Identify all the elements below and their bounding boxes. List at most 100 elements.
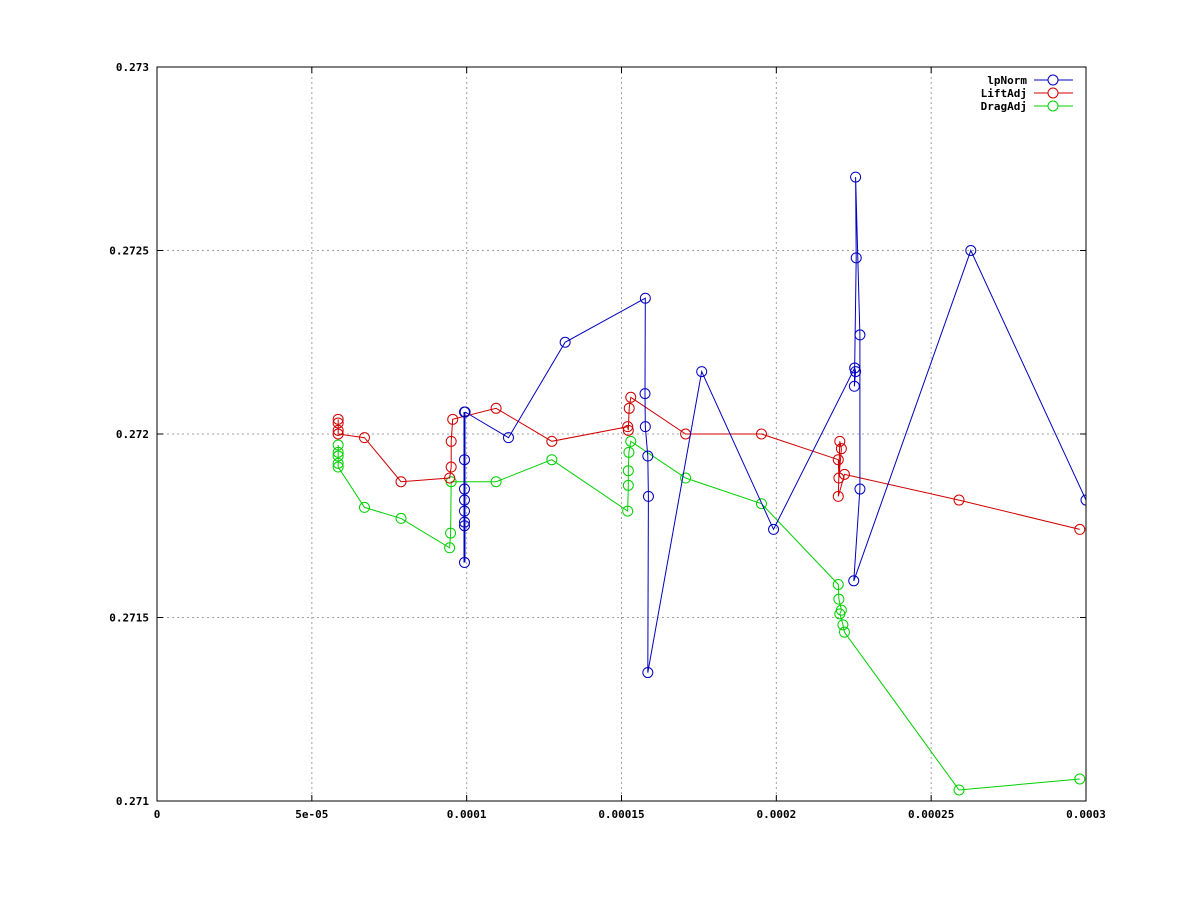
series-liftadj-point xyxy=(622,421,634,433)
series-lpnorm-point xyxy=(459,406,471,418)
tick-marks xyxy=(156,66,1087,802)
series-lpnorm-point xyxy=(642,450,654,462)
series-lpnorm-point xyxy=(502,432,514,444)
y-tick-label: 0.273 xyxy=(116,61,149,74)
series-lpnorm-point xyxy=(458,494,470,506)
legend-label-liftadj: LiftAdj xyxy=(981,87,1027,100)
series-dragadj-point xyxy=(332,439,344,451)
series-lpnorm-point xyxy=(458,505,470,517)
x-tick-label: 0.0003 xyxy=(1066,808,1106,821)
series-liftadj-point xyxy=(625,391,637,403)
series-dragadj-point xyxy=(755,498,767,510)
series-liftadj-point xyxy=(546,435,558,447)
series-dragadj-point xyxy=(838,626,850,638)
series-liftadj-point xyxy=(832,490,844,502)
series-dragadj-point xyxy=(444,542,456,554)
series-lpnorm-point xyxy=(850,171,862,183)
series-dragadj-point xyxy=(395,512,407,524)
series-dragadj-point xyxy=(332,450,344,462)
y-tick-label: 0.2725 xyxy=(109,245,149,258)
grid-lines xyxy=(157,67,1086,801)
series-lpnorm-point xyxy=(854,483,866,495)
series-lpnorm-line xyxy=(464,177,1086,673)
series-lpnorm-point xyxy=(642,490,654,502)
series-liftadj-point xyxy=(332,413,344,425)
series-liftadj-point xyxy=(444,472,456,484)
series-dragadj-point xyxy=(332,457,344,469)
x-tick-label: 0 xyxy=(154,808,161,821)
series-lpnorm-point xyxy=(458,483,470,495)
series-dragadj-point xyxy=(832,578,844,590)
series-dragadj-point xyxy=(546,454,558,466)
series-dragadj-point xyxy=(622,505,634,517)
legend-marker-liftadj xyxy=(1047,87,1059,99)
series-lpnorm-point xyxy=(848,380,860,392)
series-dragadj-point xyxy=(622,465,634,477)
series-liftadj xyxy=(332,391,1086,535)
series-lpnorm-point xyxy=(642,667,654,679)
series-liftadj-point xyxy=(953,494,965,506)
y-tick-label: 0.272 xyxy=(116,428,149,441)
series-dragadj-point xyxy=(622,479,634,491)
series-lpnorm-point xyxy=(639,292,651,304)
series-lpnorm-point xyxy=(458,520,470,532)
series-liftadj-point xyxy=(835,443,847,455)
series-liftadj-point xyxy=(395,476,407,488)
series-lpnorm-point xyxy=(850,366,862,378)
series-lpnorm-point xyxy=(639,421,651,433)
series-dragadj-point xyxy=(623,446,635,458)
legend-marker-lpnorm xyxy=(1047,74,1059,86)
series-liftadj-point xyxy=(833,472,845,484)
series-lpnorm-point xyxy=(1080,494,1086,506)
x-tick-label: 0.00015 xyxy=(598,808,644,821)
series-liftadj-point xyxy=(623,402,635,414)
series-lpnorm-point xyxy=(848,575,860,587)
series-liftadj-point xyxy=(490,402,502,414)
series-dragadj-point xyxy=(833,593,845,605)
series-lpnorm-point xyxy=(696,366,708,378)
y-tick-label: 0.271 xyxy=(116,795,149,808)
legend-marker-dragadj xyxy=(1047,100,1059,112)
series-dragadj-point xyxy=(680,472,692,484)
series-dragadj xyxy=(332,435,1086,796)
series-dragadj-point xyxy=(332,446,344,458)
series-lpnorm-point xyxy=(850,252,862,264)
series-lpnorm-point xyxy=(458,516,470,528)
series-liftadj-point xyxy=(332,428,344,440)
series-liftadj-point xyxy=(834,435,846,447)
series-lpnorm-point xyxy=(639,388,651,400)
series-dragadj-point xyxy=(953,784,965,796)
legend-label-dragadj: DragAdj xyxy=(981,100,1027,113)
series-lpnorm-point xyxy=(965,245,977,256)
series-liftadj-point xyxy=(445,435,457,447)
series-liftadj-point xyxy=(622,424,634,436)
series-lpnorm-point xyxy=(458,556,470,568)
series-liftadj-point xyxy=(447,413,459,425)
series-lpnorm-point xyxy=(854,329,866,341)
series-liftadj-point xyxy=(838,468,850,480)
x-tick-label: 0.00025 xyxy=(908,808,954,821)
series-dragadj-point xyxy=(625,435,637,447)
series-dragadj-point xyxy=(332,461,344,473)
tick-labels: 0 5e-05 0.0001 0.00015 0.0002 0.00025 0.0003 0.… xyxy=(109,61,1106,821)
series-lpnorm xyxy=(458,171,1086,679)
x-tick-label: 0.0002 xyxy=(756,808,796,821)
series-dragadj-point xyxy=(445,527,457,539)
y-tick-label: 0.2715 xyxy=(109,612,149,625)
series-lpnorm-point xyxy=(559,336,571,348)
series-liftadj-point xyxy=(832,454,844,466)
series-liftadj-point xyxy=(358,432,370,444)
series-layer xyxy=(332,171,1086,796)
series-dragadj-point xyxy=(1074,773,1086,785)
series-lpnorm-point xyxy=(458,454,470,466)
series-dragadj-point xyxy=(358,501,370,513)
series-lpnorm-point xyxy=(768,523,780,535)
series-liftadj-point xyxy=(332,417,344,429)
series-liftadj-point xyxy=(755,428,767,440)
series-dragadj-point xyxy=(837,619,849,631)
legend-label-lpnorm: lpNorm xyxy=(987,74,1027,87)
series-dragadj-point xyxy=(834,608,846,620)
series-liftadj-point xyxy=(332,424,344,436)
